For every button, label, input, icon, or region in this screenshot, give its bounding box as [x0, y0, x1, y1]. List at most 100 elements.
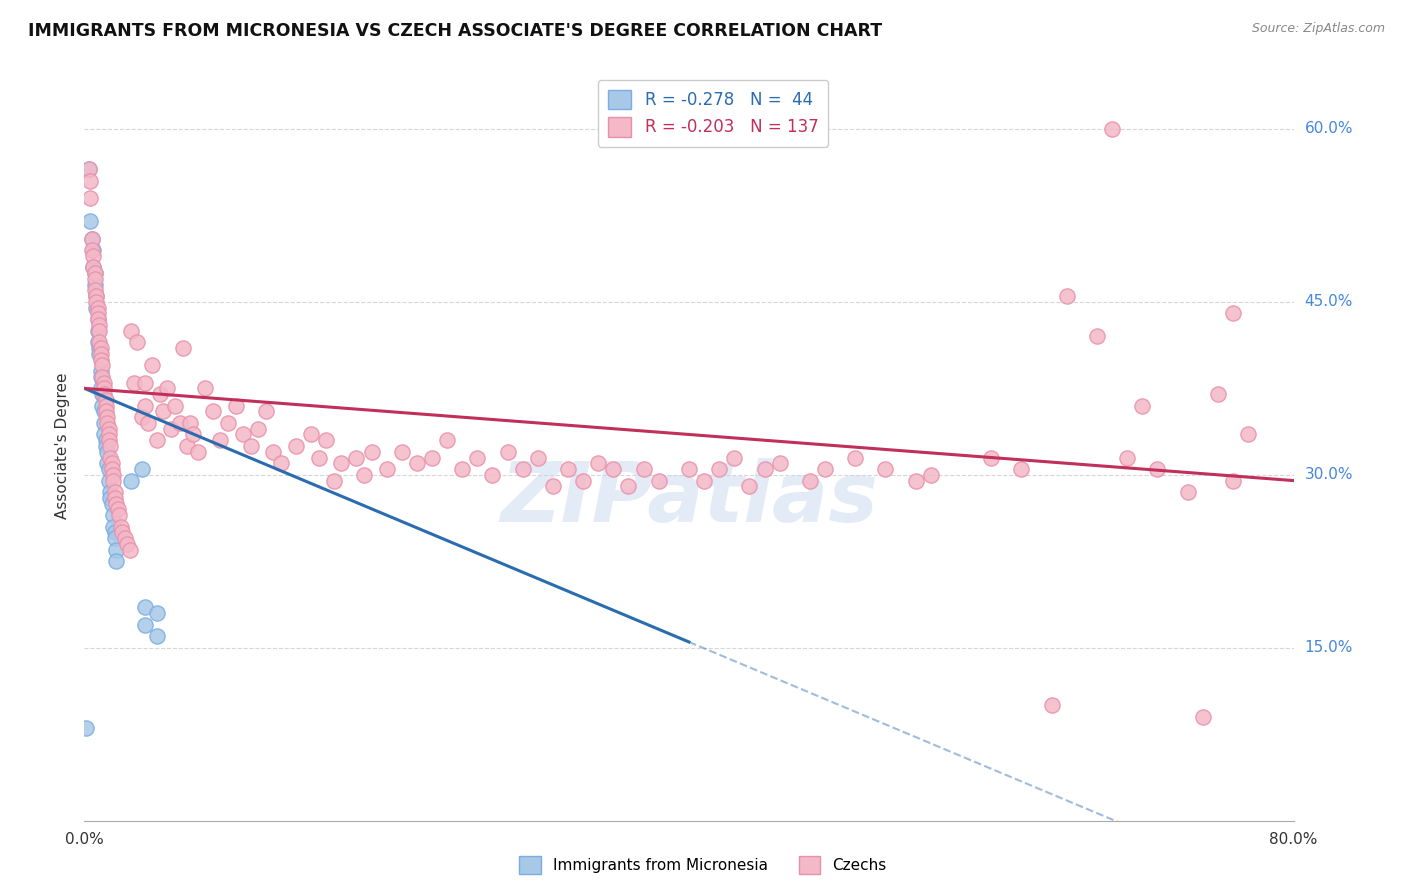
Point	[94, 434, 117, 448]
Point	[201, 404, 224, 418]
Point	[247, 422, 270, 436]
Point	[97, 434, 120, 448]
Point	[678, 462, 700, 476]
Point	[232, 427, 254, 442]
Point	[111, 525, 134, 540]
Point	[181, 427, 204, 442]
Point	[90, 381, 112, 395]
Point	[375, 462, 398, 476]
Point	[105, 554, 128, 568]
Point	[136, 416, 159, 430]
Point	[187, 444, 209, 458]
Point	[602, 462, 624, 476]
Point	[98, 439, 121, 453]
Point	[120, 474, 142, 488]
Point	[86, 301, 108, 315]
Point	[980, 450, 1002, 465]
Point	[93, 404, 115, 418]
Point	[82, 243, 104, 257]
Point	[308, 450, 330, 465]
Point	[451, 462, 474, 476]
Point	[86, 289, 108, 303]
Point	[270, 456, 292, 470]
Point	[93, 387, 115, 401]
Point	[94, 439, 117, 453]
Point	[904, 474, 927, 488]
Point	[122, 376, 145, 390]
Point	[96, 456, 118, 470]
Point	[1146, 462, 1168, 476]
Point	[1011, 462, 1033, 476]
Point	[94, 392, 117, 407]
Point	[91, 359, 114, 373]
Point	[1192, 710, 1215, 724]
Point	[769, 456, 792, 470]
Point	[79, 191, 101, 205]
Point	[105, 542, 128, 557]
Point	[141, 359, 163, 373]
Point	[1206, 387, 1229, 401]
Point	[146, 434, 169, 448]
Point	[90, 341, 112, 355]
Point	[127, 335, 149, 350]
Text: 15.0%: 15.0%	[1305, 640, 1353, 656]
Point	[101, 474, 124, 488]
Point	[80, 243, 103, 257]
Point	[436, 434, 458, 448]
Point	[93, 381, 115, 395]
Point	[87, 312, 110, 326]
Point	[1040, 698, 1063, 713]
Point	[100, 497, 122, 511]
Point	[100, 456, 122, 470]
Point	[82, 260, 104, 275]
Point	[557, 462, 579, 476]
Point	[217, 416, 239, 430]
Point	[118, 542, 141, 557]
Point	[75, 722, 97, 736]
Point	[89, 335, 111, 350]
Point	[90, 347, 112, 361]
Point	[176, 439, 198, 453]
Point	[239, 439, 262, 453]
Point	[77, 162, 100, 177]
Point	[648, 474, 671, 488]
Point	[93, 427, 115, 442]
Point	[159, 422, 181, 436]
Point	[1222, 306, 1244, 320]
Point	[209, 434, 232, 448]
Point	[89, 347, 111, 361]
Point	[80, 231, 103, 245]
Point	[1130, 399, 1153, 413]
Text: IMMIGRANTS FROM MICRONESIA VS CZECH ASSOCIATE'S DEGREE CORRELATION CHART: IMMIGRANTS FROM MICRONESIA VS CZECH ASSO…	[28, 22, 882, 40]
Point	[91, 399, 114, 413]
Point	[96, 416, 118, 430]
Point	[920, 467, 942, 482]
Point	[96, 444, 118, 458]
Point	[179, 416, 201, 430]
Point	[1177, 485, 1199, 500]
Point	[84, 266, 107, 280]
Point	[360, 444, 382, 458]
Point	[146, 629, 169, 643]
Point	[110, 519, 132, 533]
Point	[101, 508, 124, 523]
Point	[90, 364, 112, 378]
Point	[225, 399, 247, 413]
Point	[87, 335, 110, 350]
Point	[152, 404, 174, 418]
Point	[93, 416, 115, 430]
Text: 60.0%: 60.0%	[1305, 121, 1353, 136]
Point	[93, 376, 115, 390]
Text: ZIPatlas: ZIPatlas	[501, 458, 877, 539]
Point	[346, 450, 368, 465]
Text: Source: ZipAtlas.com: Source: ZipAtlas.com	[1251, 22, 1385, 36]
Point	[104, 525, 127, 540]
Point	[875, 462, 897, 476]
Point	[104, 531, 127, 545]
Point	[194, 381, 217, 395]
Point	[87, 301, 110, 315]
Point	[94, 399, 117, 413]
Point	[353, 467, 375, 482]
Point	[105, 497, 128, 511]
Point	[134, 617, 156, 632]
